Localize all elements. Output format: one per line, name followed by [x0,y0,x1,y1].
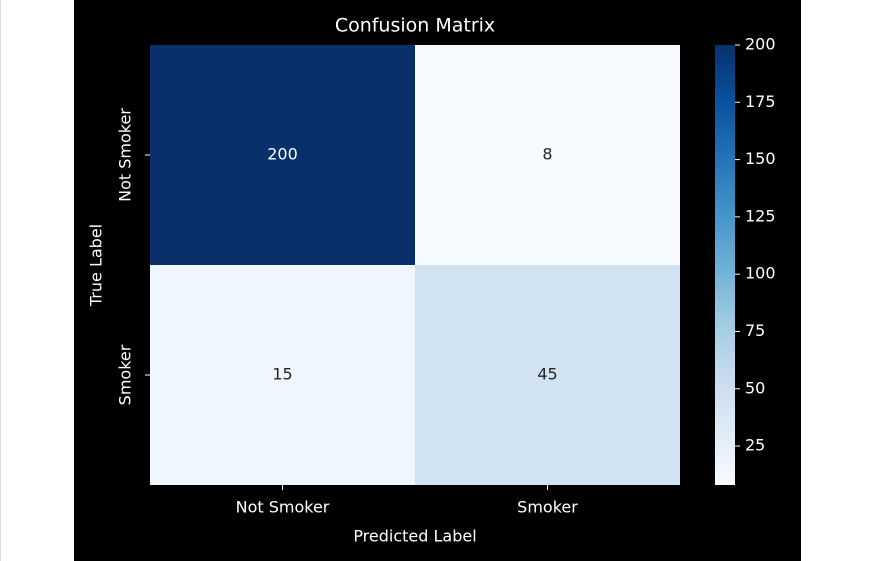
cell-label: 8 [542,145,552,164]
colorbar [715,45,735,485]
heatmap-cell [150,45,415,265]
heatmap-cell [415,265,680,485]
heatmap-cell [150,265,415,485]
cell-label: 200 [267,145,298,164]
x-axis-label: Predicted Label [353,527,476,546]
colorbar-tick-label: 25 [745,436,765,455]
cell-label: 45 [537,365,557,384]
y-axis-label: True Label [87,224,106,307]
y-tick-label: Smoker [116,344,135,405]
x-tick-label: Not Smoker [236,498,330,517]
colorbar-tick-label: 50 [745,378,765,397]
x-tick-label: Smoker [517,498,578,517]
cell-label: 15 [272,365,292,384]
colorbar-tick-label: 75 [745,321,765,340]
chart-title: Confusion Matrix [335,15,495,37]
colorbar-tick-label: 175 [745,92,776,111]
colorbar-tick-label: 100 [745,264,776,283]
colorbar-tick-label: 125 [745,206,776,225]
heatmap-cell [415,45,680,265]
colorbar-tick-label: 150 [745,149,776,168]
colorbar-tick-label: 200 [745,35,776,54]
y-tick-label: Not Smoker [116,108,135,202]
